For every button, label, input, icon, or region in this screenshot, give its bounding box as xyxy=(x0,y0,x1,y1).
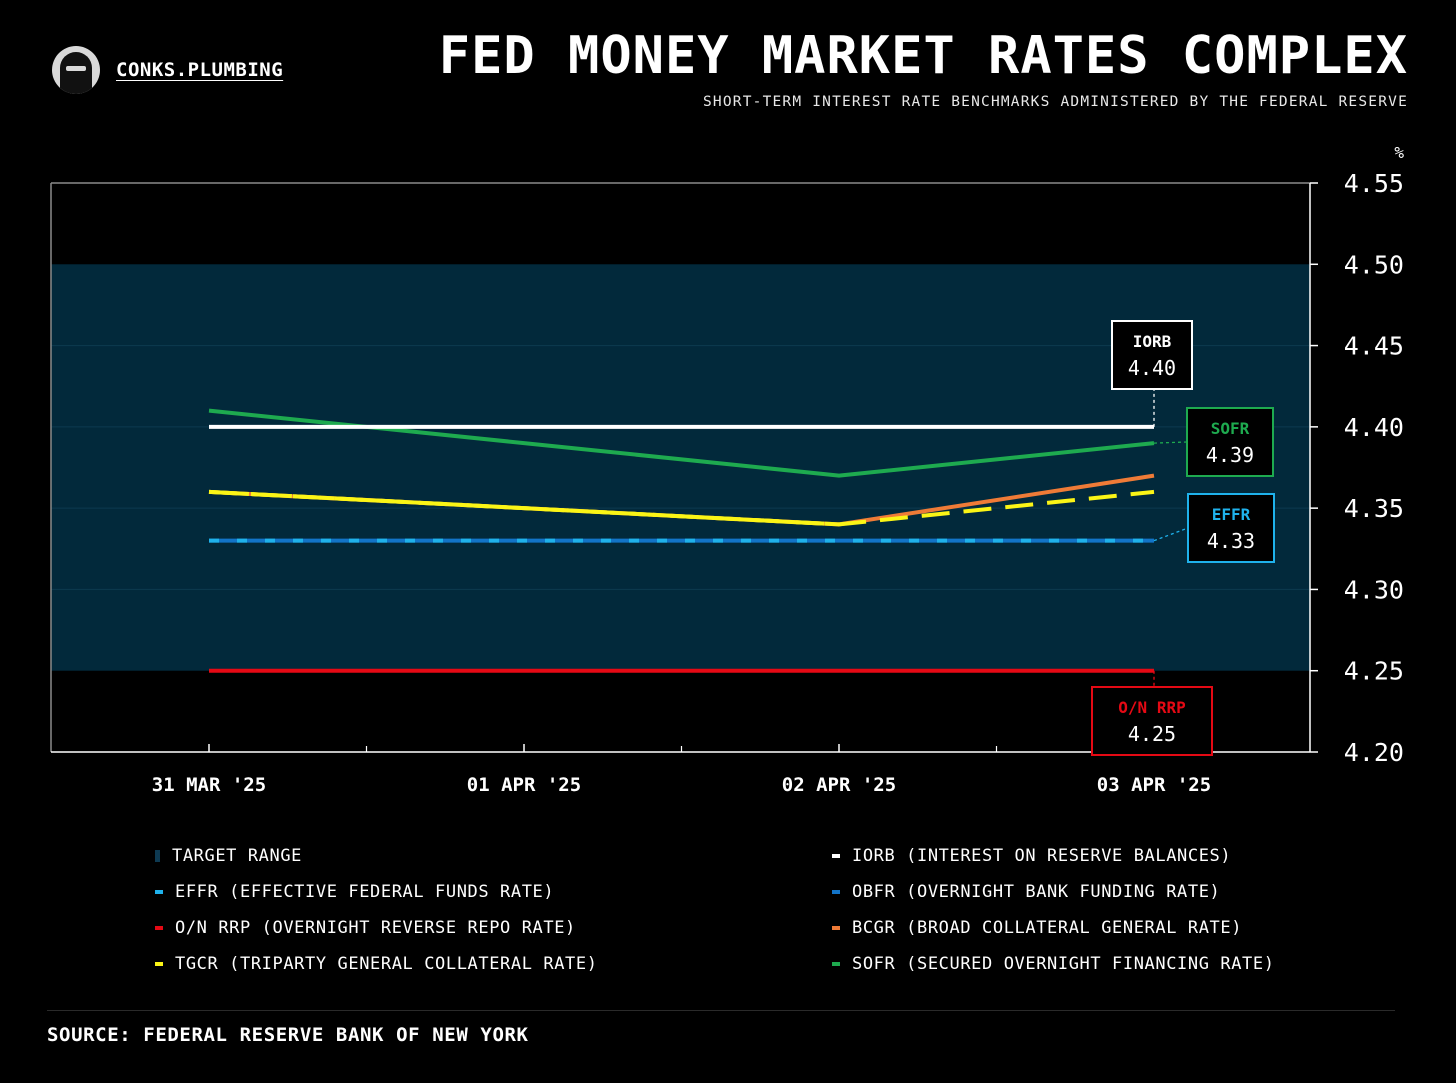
x-tick-label: 03 APR '25 xyxy=(1097,774,1211,796)
callout-box-effr xyxy=(1187,493,1275,563)
series-segment-tgcr xyxy=(523,506,840,527)
legend-swatch xyxy=(155,926,163,930)
series-segment-tgcr xyxy=(208,489,525,511)
legend-swatch xyxy=(155,962,163,966)
callout-box-sofr xyxy=(1186,407,1274,477)
brand[interactable]: CONKS.PLUMBING xyxy=(52,46,283,94)
legend-swatch xyxy=(832,926,840,930)
y-tick-label: 4.35 xyxy=(1344,494,1404,523)
target-range-band xyxy=(51,264,1310,671)
x-tick-label: 02 APR '25 xyxy=(782,774,896,796)
avatar-hood xyxy=(60,52,92,94)
y-tick-label: 4.45 xyxy=(1344,332,1404,361)
legend-swatch xyxy=(832,890,840,894)
y-tick-label: 4.25 xyxy=(1344,657,1404,686)
avatar-eyes xyxy=(66,66,86,71)
chart-subtitle: SHORT-TERM INTEREST RATE BENCHMARKS ADMI… xyxy=(702,94,1408,110)
legend-item: TARGET RANGE xyxy=(155,846,302,866)
y-tick-label: 4.40 xyxy=(1344,413,1404,442)
callout-label-iorb: IORB xyxy=(1133,332,1172,351)
callout-box-o-n-rrp xyxy=(1091,686,1213,756)
chart-title: FED MONEY MARKET RATES COMPLEX xyxy=(438,26,1408,86)
callout-value-sofr: 4.39 xyxy=(1206,443,1254,467)
callout-box-iorb xyxy=(1111,320,1193,390)
legend-item: EFFR (EFFECTIVE FEDERAL FUNDS RATE) xyxy=(155,882,554,902)
legend-item: BCGR (BROAD COLLATERAL GENERAL RATE) xyxy=(832,918,1242,938)
y-unit-label: % xyxy=(1394,143,1404,162)
legend-label: SOFR (SECURED OVERNIGHT FINANCING RATE) xyxy=(852,954,1275,974)
legend-label: BCGR (BROAD COLLATERAL GENERAL RATE) xyxy=(852,918,1243,938)
legend-item: O/N RRP (OVERNIGHT REVERSE REPO RATE) xyxy=(155,918,576,938)
callout-label-sofr: SOFR xyxy=(1211,419,1250,438)
callout-value-o-n-rrp: 4.25 xyxy=(1128,722,1176,746)
callout-connector-effr xyxy=(1153,527,1189,542)
y-tick-label: 4.50 xyxy=(1344,250,1404,279)
legend-swatch xyxy=(832,962,840,966)
callout-value-iorb: 4.40 xyxy=(1128,356,1176,380)
legend-item: OBFR (OVERNIGHT BANK FUNDING RATE) xyxy=(832,882,1220,902)
legend-label: IORB (INTEREST ON RESERVE BALANCES) xyxy=(852,846,1232,866)
y-tick-label: 4.30 xyxy=(1344,575,1404,604)
source-note: SOURCE: FEDERAL RESERVE BANK OF NEW YORK xyxy=(47,1024,529,1046)
legend-swatch xyxy=(155,890,163,894)
legend-swatch xyxy=(155,850,160,862)
legend-item: SOFR (SECURED OVERNIGHT FINANCING RATE) xyxy=(832,954,1275,974)
legend-item: TGCR (TRIPARTY GENERAL COLLATERAL RATE) xyxy=(155,954,598,974)
legend-label: EFFR (EFFECTIVE FEDERAL FUNDS RATE) xyxy=(175,882,555,902)
avatar xyxy=(52,46,100,94)
callout-value-effr: 4.33 xyxy=(1207,529,1255,553)
y-tick-label: 4.55 xyxy=(1344,169,1404,198)
legend-label: TARGET RANGE xyxy=(172,846,303,866)
callout-label-effr: EFFR xyxy=(1212,505,1251,524)
y-tick-label: 4.20 xyxy=(1344,738,1404,767)
legend-label: TGCR (TRIPARTY GENERAL COLLATERAL RATE) xyxy=(175,954,598,974)
legend-label: O/N RRP (OVERNIGHT REVERSE REPO RATE) xyxy=(175,918,576,938)
rates-chart: 4.55 4.50 4.45 4.40 4.35 4.30 4.25 4.20% 31 MAR … xyxy=(50,143,1404,796)
x-tick-label: 31 MAR '25 xyxy=(152,774,266,796)
legend-item: IORB (INTEREST ON RESERVE BALANCES) xyxy=(832,846,1231,866)
legend-swatch xyxy=(832,854,840,858)
footer-divider xyxy=(47,1010,1395,1011)
brand-name[interactable]: CONKS.PLUMBING xyxy=(116,59,284,81)
x-tick-label: 01 APR '25 xyxy=(467,774,581,796)
legend-label: OBFR (OVERNIGHT BANK FUNDING RATE) xyxy=(852,882,1221,902)
callout-label-o-n-rrp: O/N RRP xyxy=(1118,698,1185,717)
